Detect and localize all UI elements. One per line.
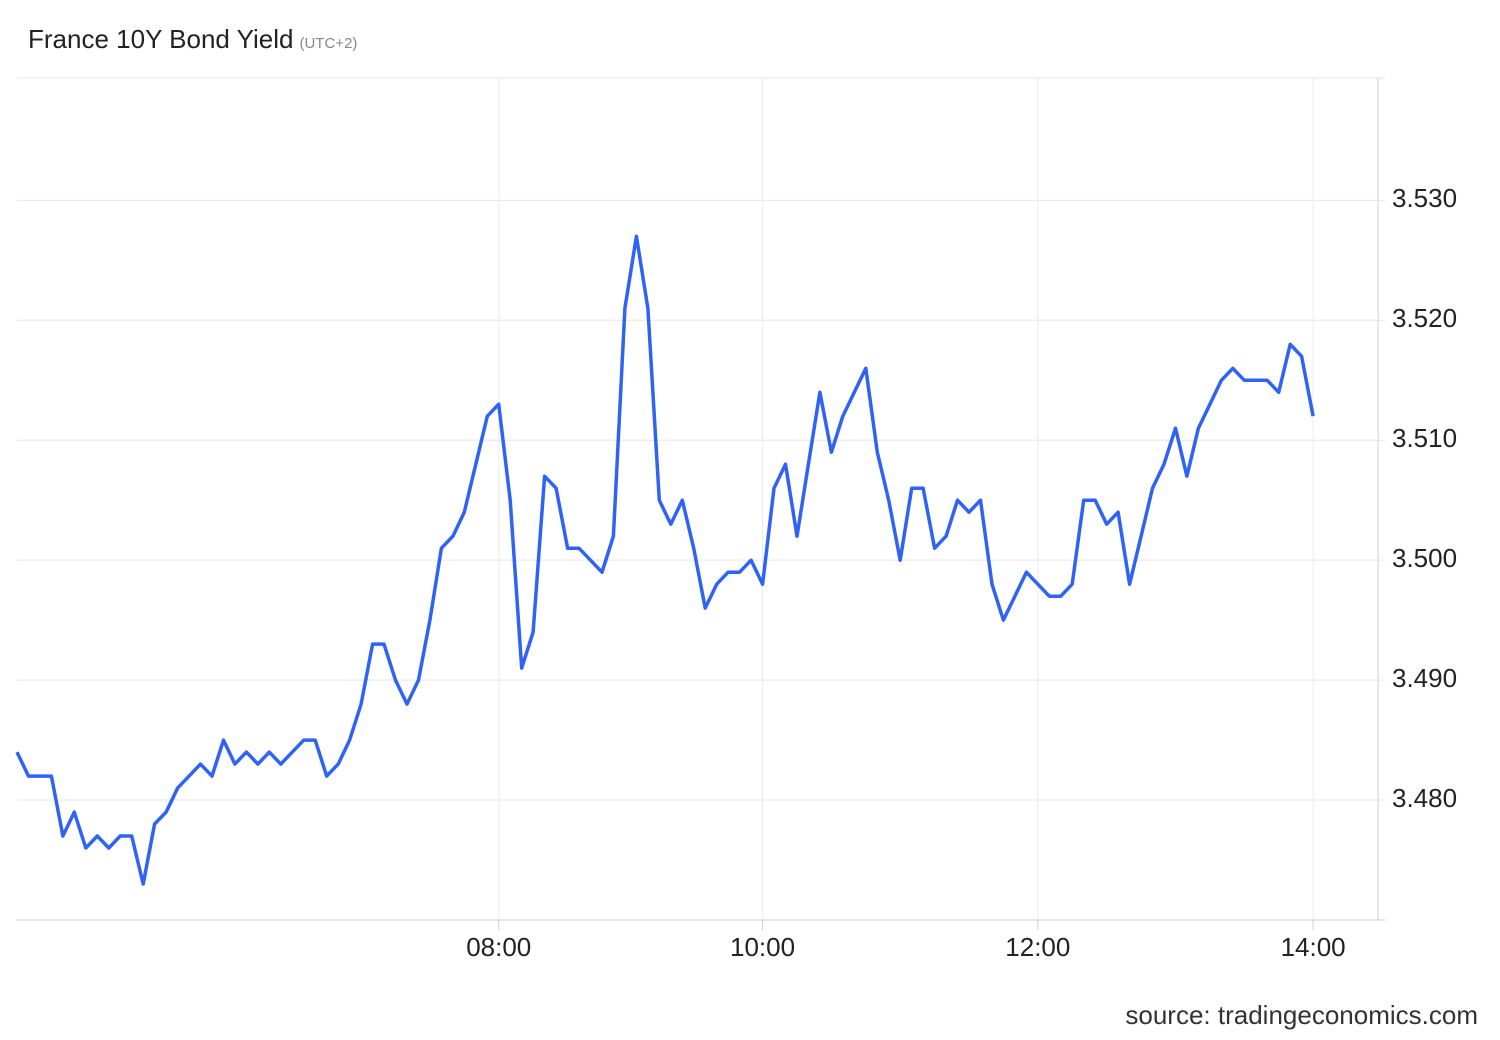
x-tick-label: 08:00	[466, 932, 531, 962]
x-tick-label: 14:00	[1281, 932, 1346, 962]
chart-subtitle: (UTC+2)	[299, 35, 357, 52]
y-tick-label: 3.520	[1392, 303, 1457, 333]
y-tick-label: 3.530	[1392, 183, 1457, 213]
chart-title: France 10Y Bond Yield	[28, 24, 293, 54]
y-tick-label: 3.480	[1392, 783, 1457, 813]
y-tick-label: 3.490	[1392, 663, 1457, 693]
x-tick-label: 10:00	[730, 932, 795, 962]
y-tick-label: 3.510	[1392, 423, 1457, 453]
x-tick-label: 12:00	[1005, 932, 1070, 962]
data-line	[15, 234, 1315, 886]
y-tick-label: 3.500	[1392, 543, 1457, 573]
source-note: source: tradingeconomics.com	[1125, 1000, 1478, 1030]
